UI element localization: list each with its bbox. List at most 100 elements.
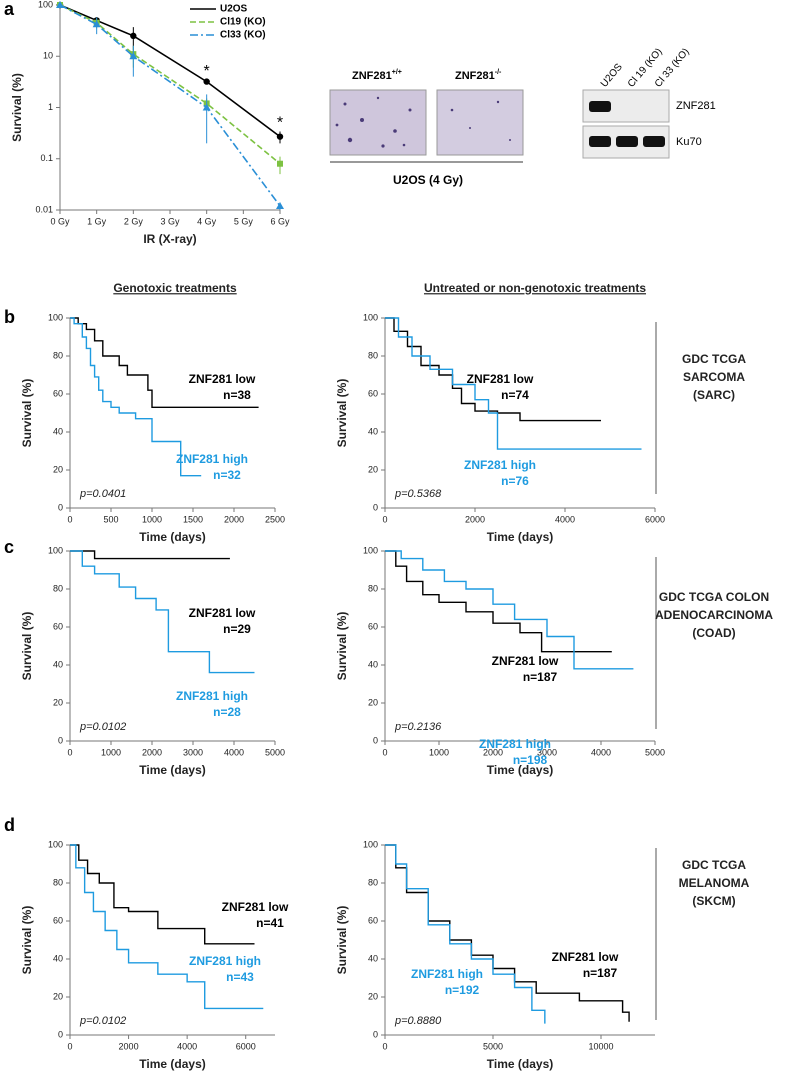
x-tick-label: 0 Gy [50,216,70,226]
y-tick-label: 100 [48,545,63,555]
y-tick-label: 80 [53,350,63,360]
x-tick-label: 4000 [177,1041,197,1051]
n-label: n=28 [213,705,241,719]
band-label: ZNF281 [676,100,716,112]
y-tick-label: 100 [363,312,378,322]
y-tick-label: 100 [48,839,63,849]
annotation: * [204,63,210,80]
y-tick-label: 20 [368,991,378,1001]
survival-curve [385,844,546,1024]
y-tick-label: 100 [48,312,63,322]
y-tick-label: 80 [368,583,378,593]
x-tick-label: 1 Gy [87,216,107,226]
n-label: n=32 [213,468,241,482]
marker [202,103,211,111]
marker [129,52,138,60]
image-label: ZNF281-/- [455,69,502,82]
x-tick-label: 4000 [591,747,611,757]
y-tick-label: 0 [58,502,63,512]
series-line [59,4,281,207]
x-axis-label: Time (days) [139,530,205,544]
marker [92,20,101,28]
y-tick-label: 1 [48,102,53,112]
survival-curve [70,317,202,477]
p-value: p=0.0401 [79,488,126,500]
colonies [450,100,511,141]
y-axis-label: Survival (%) [20,612,34,681]
x-tick-label: 2000 [224,514,244,524]
blot-band [616,136,638,147]
y-tick-label: 80 [53,583,63,593]
marker [56,1,64,8]
x-tick-label: 5000 [265,747,285,757]
y-axis-label: Survival (%) [20,906,34,975]
n-label: n=41 [256,916,284,930]
y-tick-label: 0 [373,735,378,745]
y-tick-label: 80 [368,350,378,360]
x-tick-label: 0 [67,1041,72,1051]
x-tick-label: 0 [382,1041,387,1051]
x-tick-label: 0 [382,747,387,757]
image-label-sup: -/- [495,69,502,76]
image-label-text: ZNF281 [352,70,392,82]
side-label: (COAD) [692,626,735,640]
y-axis-label: Survival (%) [335,906,349,975]
n-label: n=198 [513,753,548,767]
series-line [59,4,281,165]
survival-curve [70,550,255,674]
y-tick-label: 80 [368,877,378,887]
survival-curve [70,317,259,408]
side-label: (SARC) [693,388,735,402]
side-label: SARCOMA [683,370,745,384]
x-tick-label: 2 Gy [124,216,144,226]
x-tick-label: 4000 [555,514,575,524]
legend-label: Cl33 (KO) [220,30,266,41]
n-label: n=38 [223,388,251,402]
series-label: ZNF281 high [464,458,536,472]
survival-curve [385,844,630,1022]
y-tick-label: 60 [368,388,378,398]
y-tick-label: 60 [368,915,378,925]
x-tick-label: 1000 [101,747,121,757]
y-axis-label: Survival (%) [335,379,349,448]
n-label: n=74 [501,388,529,402]
x-tick-label: 0 [382,514,387,524]
blot-band [589,136,611,147]
series-label: ZNF281 low [222,900,289,914]
y-tick-label: 20 [368,697,378,707]
survival-curve [70,550,230,560]
x-tick-label: 0 [67,514,72,524]
colonies [335,96,412,148]
panel-label: a [4,0,15,19]
y-tick-label: 60 [368,621,378,631]
x-axis-label: Time (days) [487,763,553,777]
side-label: GDC TCGA COLON [659,590,769,604]
y-tick-label: 40 [368,953,378,963]
series-label: ZNF281 low [467,372,534,386]
y-axis-label: Survival (%) [20,379,34,448]
n-label: n=187 [583,966,618,980]
y-tick-label: 40 [53,659,63,669]
y-tick-label: 20 [53,464,63,474]
y-tick-label: 0 [58,1029,63,1039]
x-tick-label: 2000 [119,1041,139,1051]
y-tick-label: 40 [368,659,378,669]
legend-label: U2OS [220,4,248,15]
survival-curve [70,844,264,1010]
band-label: Ku70 [676,136,702,148]
survival-curve [385,317,601,422]
y-tick-label: 40 [53,953,63,963]
annotation: * [277,115,283,132]
side-label: GDC TCGA [682,352,746,366]
y-axis-label: Survival (%) [10,73,24,142]
x-tick-label: 10000 [588,1041,613,1051]
x-tick-label: 5 Gy [234,216,254,226]
x-tick-label: 0 [67,747,72,757]
y-tick-label: 40 [368,426,378,436]
y-tick-label: 60 [53,388,63,398]
marker [130,32,137,40]
y-tick-label: 0 [58,735,63,745]
series-label: ZNF281 low [189,606,256,620]
x-axis-label: Time (days) [487,1057,553,1071]
blot-band [589,101,611,112]
